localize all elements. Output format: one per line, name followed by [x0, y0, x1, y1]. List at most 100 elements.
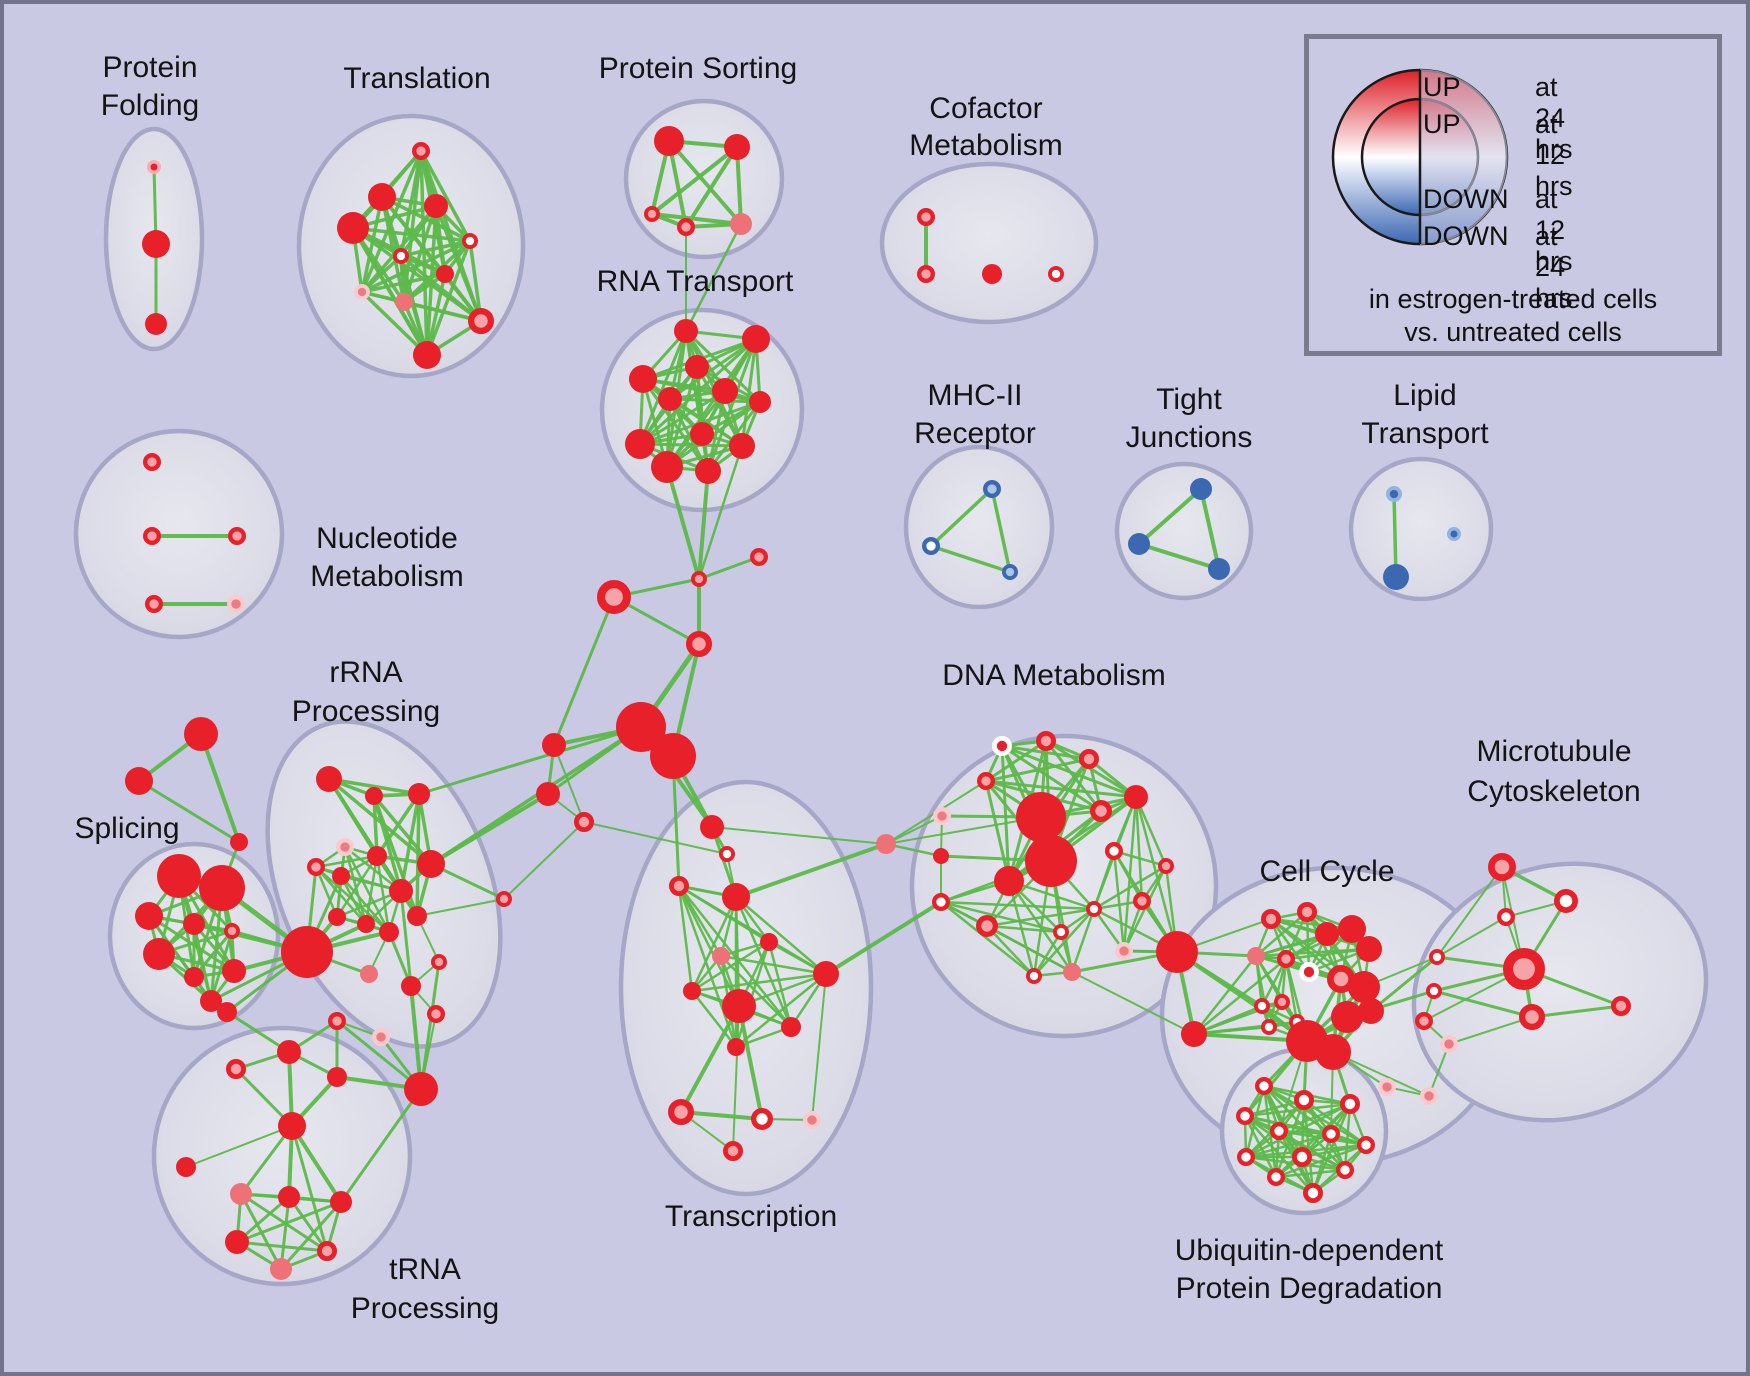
cluster-label-cell-cycle: Cell Cycle — [1259, 855, 1394, 888]
node-tx8 — [722, 989, 756, 1023]
node-sp6 — [184, 967, 204, 987]
node-tn6 — [327, 1067, 347, 1087]
edge-td0-dm7 — [885, 816, 1042, 845]
edge-tn7-rr15 — [409, 984, 423, 1091]
node-dm10 — [994, 866, 1024, 896]
edge-rr5-rr10 — [364, 854, 379, 926]
cluster-label-rna-transport: RNA Transport — [597, 265, 794, 298]
cluster-label-cofactor-metabolism: Cofactor — [929, 92, 1042, 125]
node-sp8 — [200, 990, 222, 1012]
edge-rr2-rr12 — [415, 792, 421, 918]
cluster-rrna-processing — [265, 719, 503, 1049]
node-mh0 — [982, 480, 1001, 499]
node-rr9 — [328, 908, 346, 926]
node-cm1 — [916, 265, 935, 284]
node-lt0 — [1386, 486, 1403, 503]
cluster-label-trna-processing: tRNA — [389, 1253, 461, 1286]
node-ub2 — [1294, 1090, 1315, 1111]
node-mh1 — [921, 536, 940, 555]
edge-tx2-tx7 — [677, 884, 694, 993]
edge-tn8-tn9 — [185, 1125, 293, 1168]
edge-mt6-mt7 — [1530, 1004, 1623, 1019]
node-tn2 — [277, 1040, 301, 1064]
node-rr7 — [332, 867, 350, 885]
legend-change-label: UP — [1423, 72, 1461, 102]
node-tn0 — [217, 1002, 237, 1022]
node-tn13 — [225, 1230, 249, 1254]
cluster-mhc-ii-receptor — [903, 444, 1055, 610]
node-pf0 — [147, 160, 161, 174]
node-tx6 — [712, 947, 730, 965]
edge-ub2-ub4 — [1243, 1098, 1306, 1118]
node-tn4 — [372, 1028, 391, 1047]
edge-mh1-mh2 — [929, 544, 1012, 574]
node-tr4 — [462, 232, 479, 249]
edge-tx5-tx11 — [734, 940, 771, 1049]
network-nodes — [125, 126, 1632, 1280]
node-c0 — [690, 570, 707, 587]
edge-rt4-rt9 — [668, 397, 744, 448]
edge-cc21-cc23 — [1428, 1043, 1450, 1097]
legend-change-label: DOWN — [1423, 184, 1509, 214]
edge-ub7-ub11 — [1274, 1143, 1368, 1179]
node-tr6 — [436, 265, 454, 283]
node-cc20 — [1415, 1011, 1434, 1030]
node-cc19 — [1426, 982, 1443, 999]
edge-tr4-tr9 — [468, 239, 483, 323]
node-cc24 — [1181, 1021, 1207, 1047]
node-tj0 — [1190, 478, 1212, 500]
node-tr7 — [354, 284, 371, 301]
node-cm3 — [1048, 266, 1065, 283]
edge-ps0-ps4 — [667, 139, 743, 226]
edge-ub5-ub7 — [1277, 1129, 1368, 1147]
edge-tr7-tr10 — [360, 290, 429, 357]
cluster-tight-junctions — [1114, 461, 1254, 601]
node-pf1 — [142, 230, 170, 258]
node-rr4 — [307, 857, 326, 876]
node-cc12 — [1274, 993, 1291, 1010]
cluster-label-splicing: Splicing — [74, 812, 179, 845]
node-c2 — [597, 580, 632, 615]
edge-rr8-rr15 — [399, 889, 413, 988]
node-nm2 — [228, 526, 247, 545]
legend-fade-half — [1420, 70, 1507, 244]
node-rt3 — [629, 365, 657, 393]
edge-ta1-ta2 — [137, 779, 241, 844]
edge-rt1-rt9 — [740, 337, 758, 448]
edge-tx0-td0 — [711, 826, 887, 845]
node-mt6 — [1611, 996, 1632, 1017]
node-dm9 — [933, 848, 949, 864]
node-nm4 — [227, 594, 246, 613]
node-tx14 — [802, 1111, 821, 1130]
node-cc3 — [1338, 915, 1366, 943]
edge-rr7-rr11 — [339, 874, 391, 934]
edge-dm17-dm19 — [1032, 930, 1063, 978]
edge-ub10-ub11 — [1274, 1168, 1347, 1179]
edge-tx3-tx7 — [690, 895, 738, 993]
cluster-cofactor-metabolism — [879, 161, 1099, 325]
edge-cc1-cc5 — [1254, 910, 1309, 958]
node-c3 — [685, 630, 712, 657]
edge-dm15-dm20 — [1070, 907, 1096, 974]
node-rr0 — [316, 766, 342, 792]
edge-tr5-tr7 — [360, 254, 403, 294]
cluster-label-microtubule-cytoskeleton: Microtubule — [1476, 735, 1631, 768]
node-sp1 — [199, 865, 245, 911]
edge-dm13-dm15 — [939, 900, 1096, 911]
legend-time-label: at 24 hrs — [1535, 72, 1573, 164]
edge-tr2-tr9 — [434, 204, 483, 323]
node-tr2 — [424, 194, 448, 218]
node-rr6 — [417, 850, 445, 878]
edge-cc5-cc11 — [1254, 954, 1271, 1029]
edge-h2-h4 — [553, 744, 585, 823]
node-rr12 — [407, 906, 427, 926]
edge-h4-h5 — [503, 821, 585, 900]
edge-cc17-cc18 — [1369, 955, 1439, 1013]
node-tn12 — [330, 1191, 352, 1213]
edge-rt3-rt11 — [641, 377, 710, 473]
node-ub3 — [1340, 1094, 1361, 1115]
node-dm14 — [976, 915, 999, 938]
edge-rt1-rt11 — [706, 337, 758, 473]
node-h2 — [542, 733, 566, 757]
